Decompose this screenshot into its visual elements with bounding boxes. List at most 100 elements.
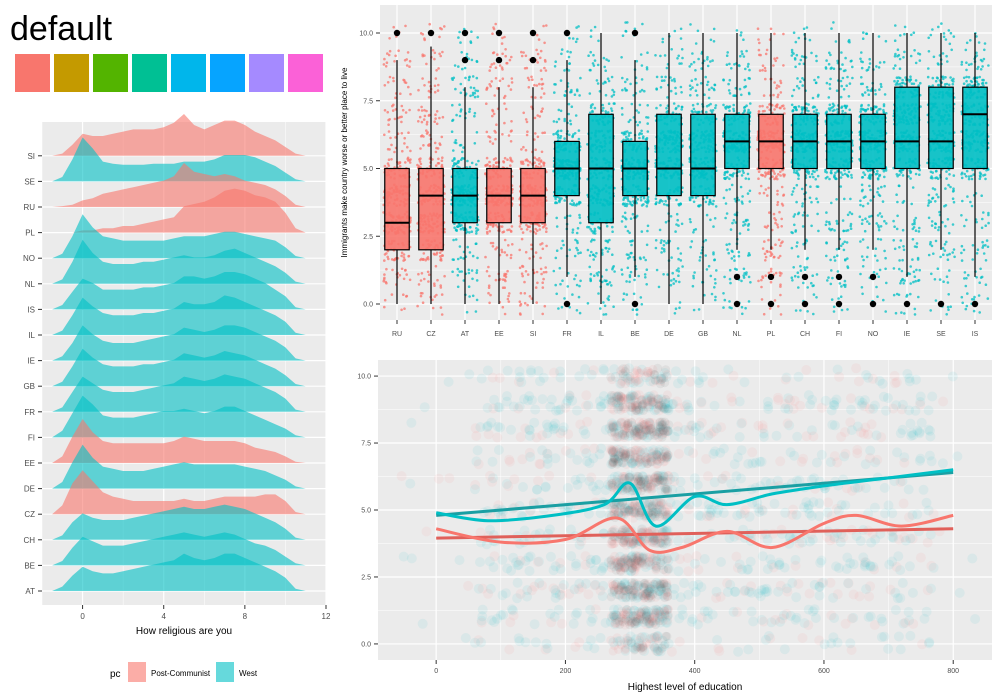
- ridge-ytick-label: GB: [23, 382, 35, 391]
- jitter-point: [629, 200, 632, 204]
- jitter-point: [500, 250, 504, 254]
- jitter-point: [674, 92, 678, 95]
- jitter-point: [813, 105, 817, 109]
- jitter-point: [796, 255, 800, 258]
- jitter-point: [491, 245, 495, 248]
- jitter-point: [579, 251, 582, 254]
- jitter-point: [563, 93, 566, 97]
- jitter-point: [742, 171, 745, 174]
- jitter-point: [835, 222, 839, 225]
- jitter-point: [509, 256, 513, 260]
- jitter-point: [487, 265, 490, 269]
- jitter-point: [704, 238, 708, 242]
- jitter-point: [839, 176, 843, 179]
- jitter-point: [671, 271, 674, 275]
- jitter-point: [625, 204, 628, 208]
- jitter-point: [839, 185, 843, 188]
- jitter-point: [419, 162, 423, 166]
- jitter-point: [782, 104, 785, 107]
- jitter-point: [758, 41, 761, 45]
- jitter-point: [722, 103, 725, 107]
- jitter-point: [453, 162, 456, 165]
- jitter-point: [526, 303, 529, 307]
- jitter-point: [741, 312, 744, 316]
- jitter-point: [400, 120, 403, 124]
- jitter-point: [543, 304, 547, 308]
- jitter-point: [740, 305, 744, 309]
- jitter-point: [859, 272, 862, 276]
- jitter-point: [723, 171, 727, 174]
- jitter-point: [863, 229, 867, 233]
- jitter-point: [655, 75, 659, 79]
- jitter-point: [451, 270, 454, 274]
- jitter-point: [746, 65, 750, 68]
- jitter-point: [563, 119, 566, 123]
- jitter-point: [438, 35, 441, 39]
- jitter-point: [405, 64, 409, 67]
- jitter-point: [761, 276, 765, 280]
- jitter-point: [534, 132, 537, 135]
- jitter-point: [542, 92, 546, 95]
- jitter-point: [462, 257, 465, 260]
- jitter-point: [476, 223, 479, 227]
- jitter-point: [640, 230, 644, 233]
- jitter-point: [538, 82, 541, 86]
- jitter-point: [738, 87, 742, 91]
- jitter-point: [808, 38, 812, 42]
- density-at: [52, 553, 306, 591]
- jitter-point: [876, 190, 879, 194]
- jitter-point: [792, 266, 795, 269]
- jitter-point: [816, 174, 820, 178]
- jitter-point: [488, 160, 491, 164]
- jitter-point: [524, 270, 528, 273]
- jitter-point: [884, 256, 887, 260]
- jitter-point: [559, 129, 563, 133]
- jitter-point: [849, 227, 853, 230]
- jitter-point: [763, 109, 766, 113]
- jitter-point: [781, 168, 784, 172]
- jitter-point: [542, 271, 546, 274]
- jitter-point: [737, 254, 741, 258]
- jitter-point: [390, 293, 394, 296]
- jitter-point: [536, 229, 539, 232]
- jitter-point: [662, 203, 666, 206]
- jitter-point: [605, 268, 608, 272]
- jitter-point: [451, 103, 454, 107]
- jitter-point: [458, 245, 462, 248]
- jitter-point: [457, 36, 460, 39]
- jitter-point: [659, 54, 662, 58]
- jitter-point: [450, 130, 454, 133]
- density-ch: [52, 504, 306, 540]
- jitter-point: [842, 229, 845, 233]
- jitter-point: [846, 174, 850, 178]
- jitter-point: [876, 169, 879, 173]
- jitter-point: [574, 40, 578, 44]
- jitter-point: [714, 282, 717, 285]
- jitter-point: [769, 27, 773, 31]
- jitter-point: [797, 211, 801, 215]
- jitter-point: [646, 51, 649, 54]
- jitter-point: [577, 295, 581, 299]
- jitter-point: [490, 63, 494, 66]
- jitter-point: [696, 102, 699, 106]
- jitter-point: [526, 76, 530, 80]
- jitter-point: [728, 268, 732, 272]
- jitter-point: [838, 282, 842, 285]
- jitter-point: [489, 84, 493, 88]
- jitter-point: [539, 267, 543, 271]
- jitter-point: [503, 121, 506, 125]
- jitter-point: [748, 77, 751, 80]
- jitter-point: [458, 114, 462, 118]
- jitter-point: [728, 92, 732, 95]
- jitter-point: [404, 81, 408, 85]
- swatch-3: [93, 54, 128, 92]
- jitter-point: [604, 313, 608, 316]
- jitter-point: [501, 286, 505, 290]
- jitter-point: [848, 108, 851, 112]
- jitter-point: [728, 78, 732, 82]
- jitter-point: [830, 269, 833, 272]
- jitter-point: [824, 223, 828, 227]
- jitter-point: [471, 91, 475, 95]
- jitter-point: [791, 94, 794, 98]
- jitter-point: [883, 249, 886, 253]
